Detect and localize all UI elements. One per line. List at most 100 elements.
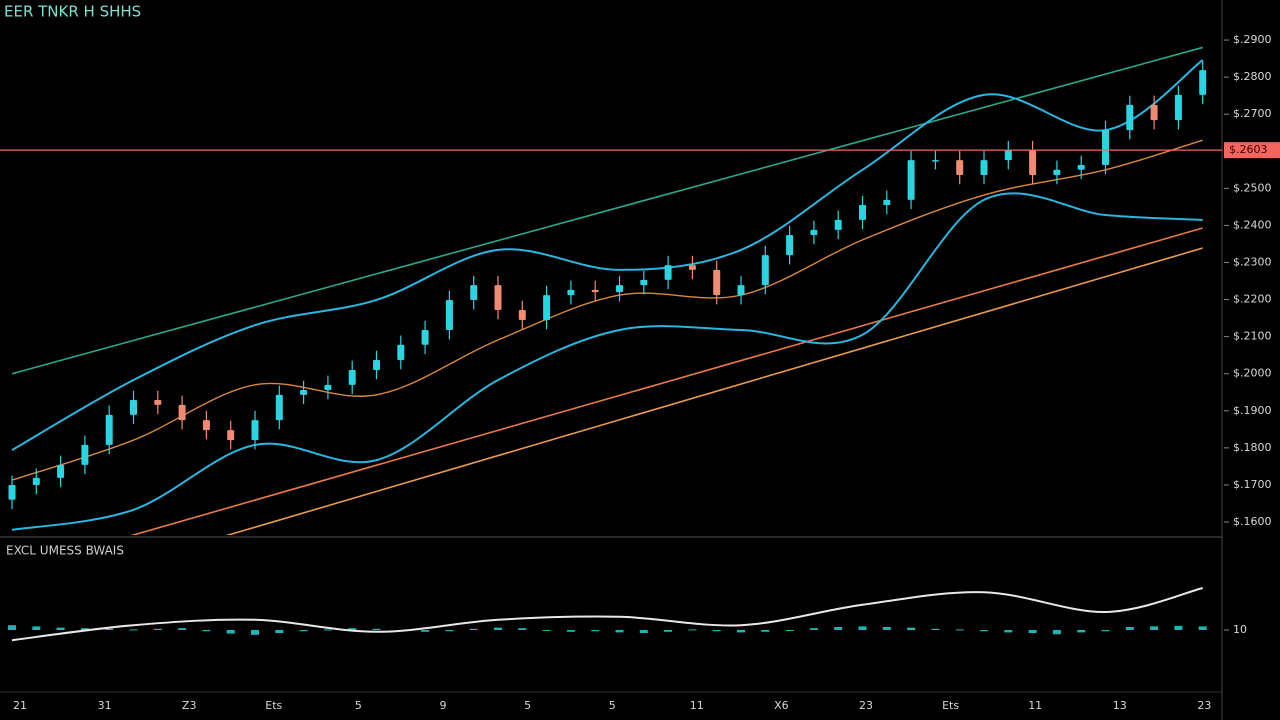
histogram-bar [275, 630, 284, 633]
candle-body [931, 160, 939, 162]
y-tick-label: $.2700 [1233, 107, 1272, 120]
candle-body [57, 464, 65, 478]
histogram-bar [566, 630, 575, 632]
histogram-bar [858, 626, 867, 630]
candle-body [1029, 150, 1037, 175]
candle-body [567, 289, 575, 296]
candle-body [397, 344, 405, 361]
histogram-bar [1028, 630, 1037, 633]
candle-body [1102, 130, 1109, 165]
x-tick-label: 9 [440, 699, 447, 712]
candle-body [859, 205, 866, 220]
histogram-bar [542, 630, 551, 631]
histogram-bar [518, 628, 527, 630]
histogram-bar [591, 630, 600, 632]
candle-body [202, 420, 210, 431]
price-pane [8, 46, 1207, 535]
candle-body [105, 414, 113, 445]
candle-body [1053, 169, 1061, 175]
histogram-bar [615, 630, 624, 633]
y-tick-label: $.1700 [1233, 478, 1272, 491]
band-upper [11, 59, 1204, 451]
histogram-bar [348, 628, 357, 630]
x-tick-label: Ets [942, 699, 959, 712]
histogram-bar [931, 628, 940, 630]
candle-body [348, 370, 356, 385]
histogram-bar [153, 628, 162, 630]
candle-body [1150, 104, 1158, 121]
histogram-bar [445, 630, 454, 632]
histogram-bar [1198, 626, 1207, 630]
y-tick-label: $.2000 [1233, 367, 1272, 380]
candle-body [1077, 164, 1085, 170]
histogram-bar [809, 628, 818, 630]
histogram-bar [907, 627, 916, 630]
x-tick-label: 31 [98, 699, 112, 712]
oscillator-title: EXCL UMESS BWAIS [6, 544, 124, 558]
candle-body [956, 160, 964, 175]
candle-body [373, 360, 380, 371]
candle-body [834, 219, 842, 230]
candle-body [81, 444, 89, 465]
y-tick-label: $.2200 [1233, 293, 1272, 306]
candle-body [664, 265, 672, 280]
histogram-bar [105, 628, 114, 630]
histogram-bar [834, 627, 843, 630]
histogram-bar [1052, 630, 1061, 635]
candle-body [300, 390, 308, 395]
histogram-bar [785, 630, 794, 631]
band-lower [11, 192, 1203, 531]
candle-body [1126, 104, 1134, 131]
histogram-bar [494, 627, 502, 630]
histogram-bar [323, 629, 332, 631]
x-tick-label: 5 [609, 699, 616, 712]
x-tick-label: 23 [859, 699, 873, 712]
candle-body [1004, 150, 1012, 161]
candle-body [1199, 70, 1207, 95]
y-tick-label: $.1800 [1233, 441, 1272, 454]
histogram-bar [1150, 626, 1159, 630]
chart-title: EER TNKR H SHHS [4, 3, 141, 21]
candle-body [154, 400, 162, 405]
histogram-bar [1004, 630, 1013, 633]
candle-body [543, 295, 551, 320]
candle-body [737, 285, 745, 296]
candle-body [227, 430, 235, 441]
histogram-bar [56, 627, 65, 630]
candle-body [980, 160, 988, 175]
candle-body [688, 265, 696, 270]
y-tick-label: $.2400 [1233, 218, 1272, 231]
histogram-bar [129, 629, 138, 631]
candle-body [640, 279, 648, 286]
histogram-bar [202, 630, 211, 632]
histogram-bar [421, 630, 430, 632]
candle-body [713, 269, 721, 296]
x-tick-label: 21 [13, 699, 27, 712]
histogram-bar [1101, 630, 1110, 632]
histogram-bar [761, 630, 770, 632]
x-tick-label: 23 [1197, 699, 1211, 712]
current-price-label: $.2603 [1229, 143, 1268, 156]
candle-body [324, 384, 332, 391]
trend-line [11, 46, 1203, 375]
histogram-bar [1174, 625, 1183, 630]
candle-body [445, 299, 453, 330]
histogram-bar [712, 630, 721, 632]
oscillator-line [11, 587, 1203, 642]
histogram-bar [372, 628, 381, 630]
y-tick-label: $.2800 [1233, 70, 1272, 83]
x-tick-label: 5 [524, 699, 531, 712]
histogram-bar [80, 628, 89, 630]
candle-body [907, 160, 915, 200]
histogram-bar [32, 626, 41, 630]
trend-line [130, 227, 1203, 535]
y-tick-label: $.2300 [1233, 255, 1272, 268]
y-tick-label: $.2100 [1233, 330, 1272, 343]
histogram-bar [688, 629, 697, 631]
y-tick-label: $.1600 [1233, 515, 1272, 528]
candle-body [178, 404, 186, 421]
histogram-bar [8, 625, 16, 630]
histogram-bar [1125, 627, 1134, 630]
